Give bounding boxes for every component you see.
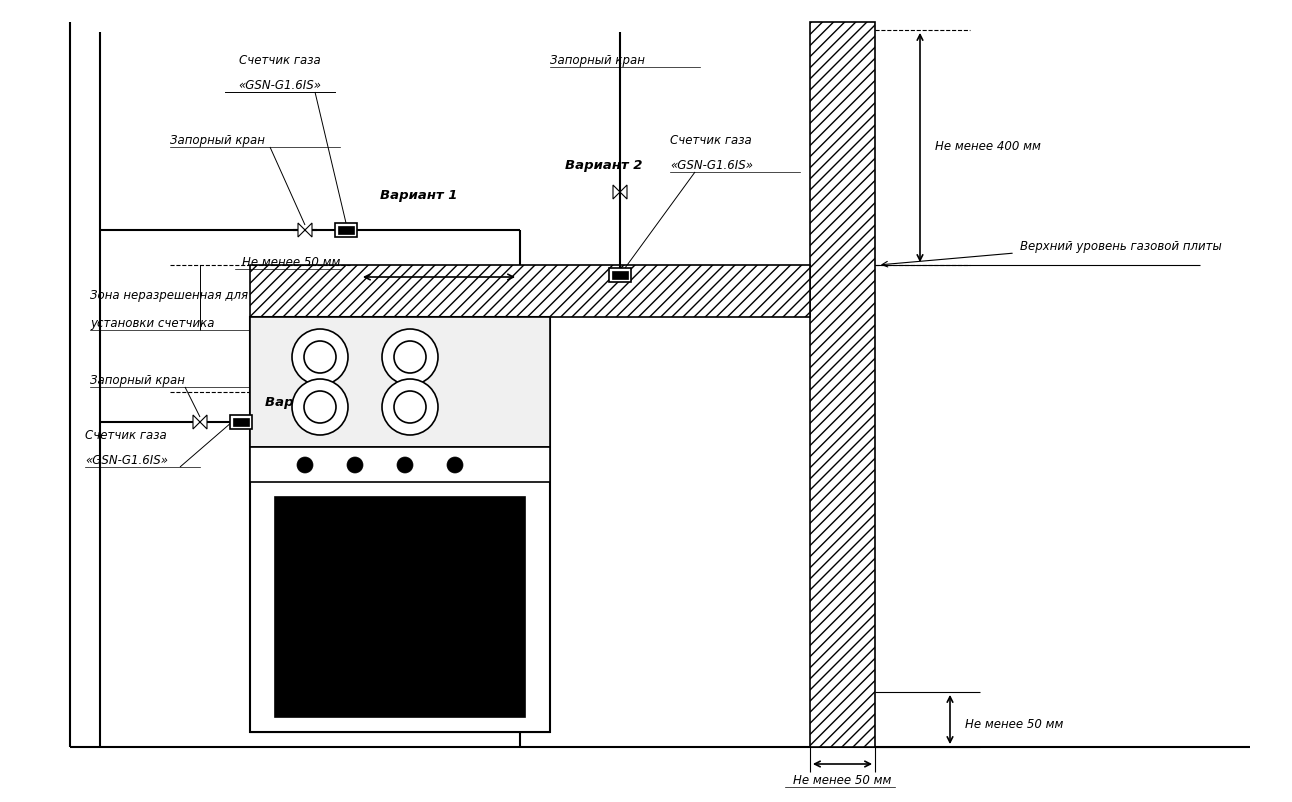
Circle shape bbox=[447, 457, 463, 473]
Circle shape bbox=[304, 341, 336, 373]
Text: Вариант 2: Вариант 2 bbox=[565, 159, 642, 172]
Circle shape bbox=[394, 391, 426, 423]
Text: «GSN-G1.6IS»: «GSN-G1.6IS» bbox=[671, 159, 753, 172]
Text: Не менее 50 мм: Не менее 50 мм bbox=[965, 718, 1063, 731]
Bar bbox=[249, 317, 550, 447]
Circle shape bbox=[348, 457, 363, 473]
Text: Счетчик газа: Счетчик газа bbox=[85, 429, 167, 442]
Text: Счетчик газа: Счетчик газа bbox=[239, 54, 320, 67]
Text: Не менее 50 мм: Не менее 50 мм bbox=[242, 256, 340, 269]
Polygon shape bbox=[298, 223, 311, 237]
Bar bbox=[275, 497, 525, 717]
Circle shape bbox=[394, 341, 426, 373]
Circle shape bbox=[382, 379, 438, 435]
Text: установки счетчика: установки счетчика bbox=[90, 317, 214, 330]
Text: Вариант 1: Вариант 1 bbox=[380, 189, 457, 202]
Text: Вариант 3: Вариант 3 bbox=[265, 396, 342, 409]
Circle shape bbox=[292, 329, 348, 385]
Text: Запорный кран: Запорный кран bbox=[550, 54, 645, 67]
Polygon shape bbox=[193, 415, 207, 429]
Bar bbox=[233, 418, 249, 426]
Polygon shape bbox=[810, 22, 875, 747]
Text: «GSN-G1.6IS»: «GSN-G1.6IS» bbox=[85, 454, 168, 467]
Text: Запорный кран: Запорный кран bbox=[90, 374, 185, 387]
Text: Запорный кран: Запорный кран bbox=[171, 134, 265, 147]
Bar bbox=[249, 447, 550, 482]
Text: Счетчик газа: Счетчик газа bbox=[671, 134, 752, 147]
Text: Верхний уровень газовой плиты: Верхний уровень газовой плиты bbox=[1019, 240, 1222, 253]
Circle shape bbox=[382, 329, 438, 385]
Text: Зона неразрешенная для: Зона неразрешенная для bbox=[90, 289, 248, 302]
Bar bbox=[335, 223, 357, 237]
Text: «GSN-G1.6IS»: «GSN-G1.6IS» bbox=[239, 79, 322, 92]
Circle shape bbox=[397, 457, 413, 473]
Bar bbox=[249, 317, 550, 732]
Circle shape bbox=[304, 391, 336, 423]
Polygon shape bbox=[612, 185, 627, 199]
Circle shape bbox=[292, 379, 348, 435]
Bar bbox=[612, 271, 628, 279]
Text: Не менее 50 мм: Не менее 50 мм bbox=[793, 774, 891, 787]
Polygon shape bbox=[249, 265, 810, 317]
Bar bbox=[609, 268, 630, 282]
Bar bbox=[339, 226, 354, 234]
Bar bbox=[230, 415, 252, 429]
Text: Не менее 400 мм: Не менее 400 мм bbox=[935, 140, 1041, 153]
Circle shape bbox=[297, 457, 313, 473]
